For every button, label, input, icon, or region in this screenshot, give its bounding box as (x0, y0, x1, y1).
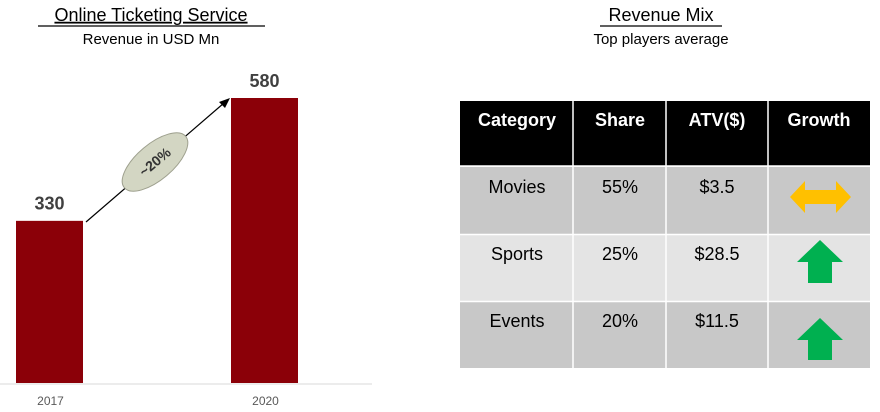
cell: 55% (602, 177, 638, 197)
mix-subtitle: Top players average (593, 31, 728, 48)
plot: 2020 580 2017 330 ~20% (0, 71, 372, 408)
bar (16, 220, 83, 383)
chart-subtitle: Revenue in USD Mn (83, 31, 220, 48)
growth-badge: ~20% (121, 132, 189, 192)
arrow-head (219, 98, 230, 108)
header-cell: Category (478, 110, 556, 130)
mix-title: Revenue Mix (608, 5, 713, 25)
header-cell: Growth (788, 110, 851, 130)
cell: $3.5 (699, 177, 734, 197)
value-label: 580 (249, 71, 279, 91)
cell: 20% (602, 311, 638, 331)
up-arrow (797, 240, 843, 283)
cell: 25% (602, 244, 638, 264)
header-cell: ATV($) (689, 110, 746, 130)
flat-arrow (790, 181, 851, 213)
cell: $11.5 (695, 311, 739, 331)
up-arrow (797, 318, 843, 360)
cell: Sports (491, 244, 543, 264)
header-cell: Share (595, 110, 645, 130)
table-row (460, 302, 870, 368)
x-tick-label: 2020 (252, 394, 279, 408)
cell: Movies (488, 177, 545, 197)
table-row (460, 235, 870, 301)
cell: Events (489, 311, 544, 331)
bar (231, 98, 298, 383)
badge-shape (121, 132, 189, 192)
table: Category Share ATV($) Growth Movies 55% … (460, 101, 870, 368)
cell: $28.5 (694, 244, 739, 264)
x-tick-label: 2017 (37, 394, 64, 408)
header-row (460, 101, 870, 166)
value-label: 330 (34, 194, 64, 214)
chart-title: Online Ticketing Service (54, 5, 247, 25)
